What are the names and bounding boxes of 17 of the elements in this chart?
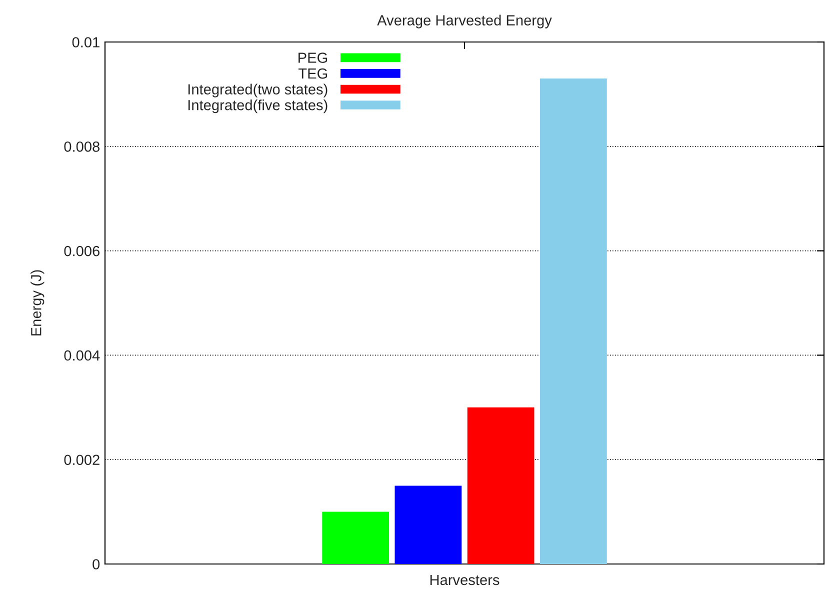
x-axis-title: Harvesters	[430, 574, 500, 586]
bar	[467, 407, 534, 564]
y-tick-label: 0.002	[64, 454, 100, 466]
bar	[394, 486, 462, 564]
y-axis-title: Energy (J)	[30, 270, 44, 336]
legend-label: TEG	[298, 68, 328, 79]
legend-label: Integrated(two states)	[188, 84, 328, 98]
y-tick-label: 0.004	[64, 350, 100, 361]
chart-title: Average Harvested Energy	[377, 14, 552, 28]
bar	[322, 512, 390, 564]
y-tick-label: 0.01	[72, 37, 100, 48]
y-tick-label: 0.008	[64, 142, 100, 152]
y-tick-label: 0.006	[64, 246, 100, 256]
bar	[540, 78, 607, 564]
legend-label: Integrated(five states)	[188, 100, 328, 114]
legend-label: PEG	[298, 52, 328, 63]
y-tick-label: 0	[92, 559, 100, 570]
